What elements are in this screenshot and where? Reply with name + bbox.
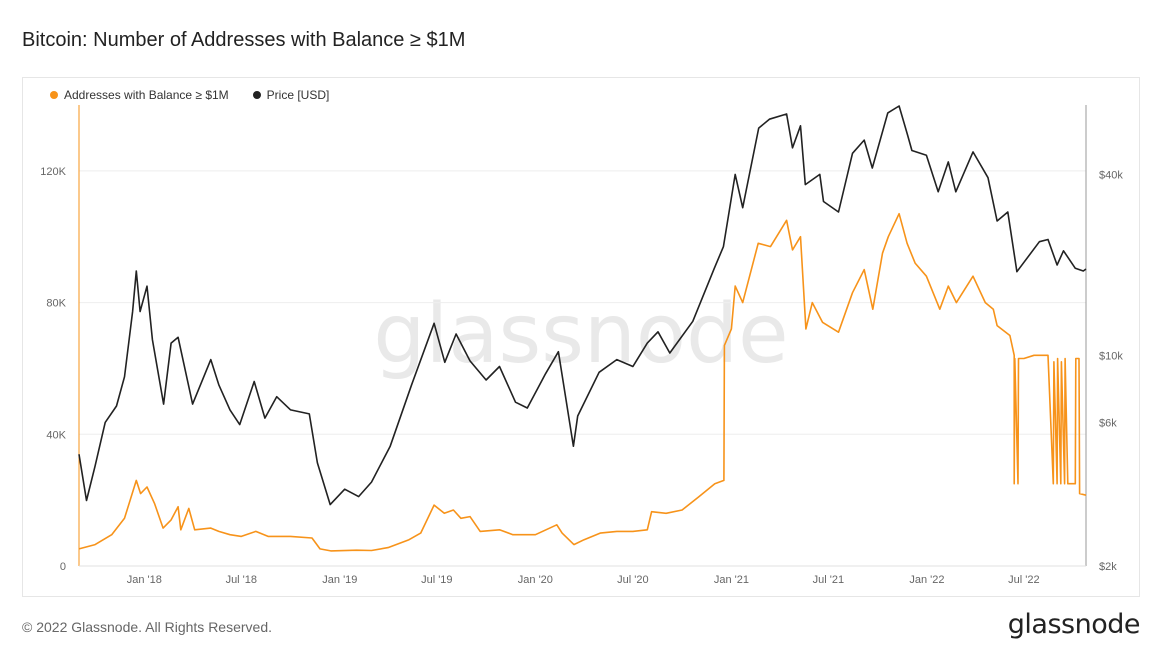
x-tick-label: Jan '20 — [518, 574, 553, 586]
legend-dot-addresses — [50, 91, 58, 99]
y-left-tick-label: 0 — [60, 561, 66, 573]
chart-frame — [22, 77, 1140, 597]
series-layer — [78, 105, 1087, 552]
chart-title: Bitcoin: Number of Addresses with Balanc… — [22, 29, 466, 51]
series-line-price — [78, 105, 1087, 506]
axes: 0 40K 80K 120K $2k $6k $10k $40k Jan '18 Jul '18 J… — [40, 105, 1123, 586]
brand-logo[interactable]: glassnode — [1007, 609, 1141, 640]
x-tick-label: Jul '21 — [813, 574, 844, 586]
x-tick-label: Jan '22 — [909, 574, 944, 586]
legend-item-price[interactable]: Price [USD] — [252, 88, 330, 102]
series-line-addresses — [78, 212, 1087, 552]
y-right-tick-label: $10k — [1099, 351, 1123, 363]
x-tick-label: Jul '18 — [226, 574, 257, 586]
legend-label-addresses: Addresses with Balance ≥ $1M — [64, 88, 229, 102]
legend: Addresses with Balance ≥ $1M Price [USD] — [50, 88, 329, 102]
copyright: © 2022 Glassnode. All Rights Reserved. — [22, 619, 273, 635]
legend-dot-price — [252, 91, 261, 99]
y-right-tick-label: $40k — [1099, 169, 1123, 181]
y-right-tick-label: $2k — [1099, 561, 1117, 573]
y-left-tick-label: 40K — [46, 429, 66, 441]
x-tick-label: Jul '20 — [617, 574, 648, 586]
watermark: glassnode — [373, 287, 788, 382]
y-right-tick-label: $6k — [1099, 417, 1117, 429]
x-tick-label: Jan '19 — [322, 574, 357, 586]
legend-label-price: Price [USD] — [266, 88, 330, 102]
y-left-tick-label: 120K — [40, 166, 66, 178]
x-tick-label: Jan '18 — [127, 574, 162, 586]
x-tick-label: Jul '19 — [421, 574, 452, 586]
y-left-tick-label: 80K — [46, 298, 66, 310]
legend-item-addresses[interactable]: Addresses with Balance ≥ $1M — [50, 88, 229, 102]
x-tick-label: Jul '22 — [1008, 574, 1039, 586]
x-tick-label: Jan '21 — [714, 574, 749, 586]
